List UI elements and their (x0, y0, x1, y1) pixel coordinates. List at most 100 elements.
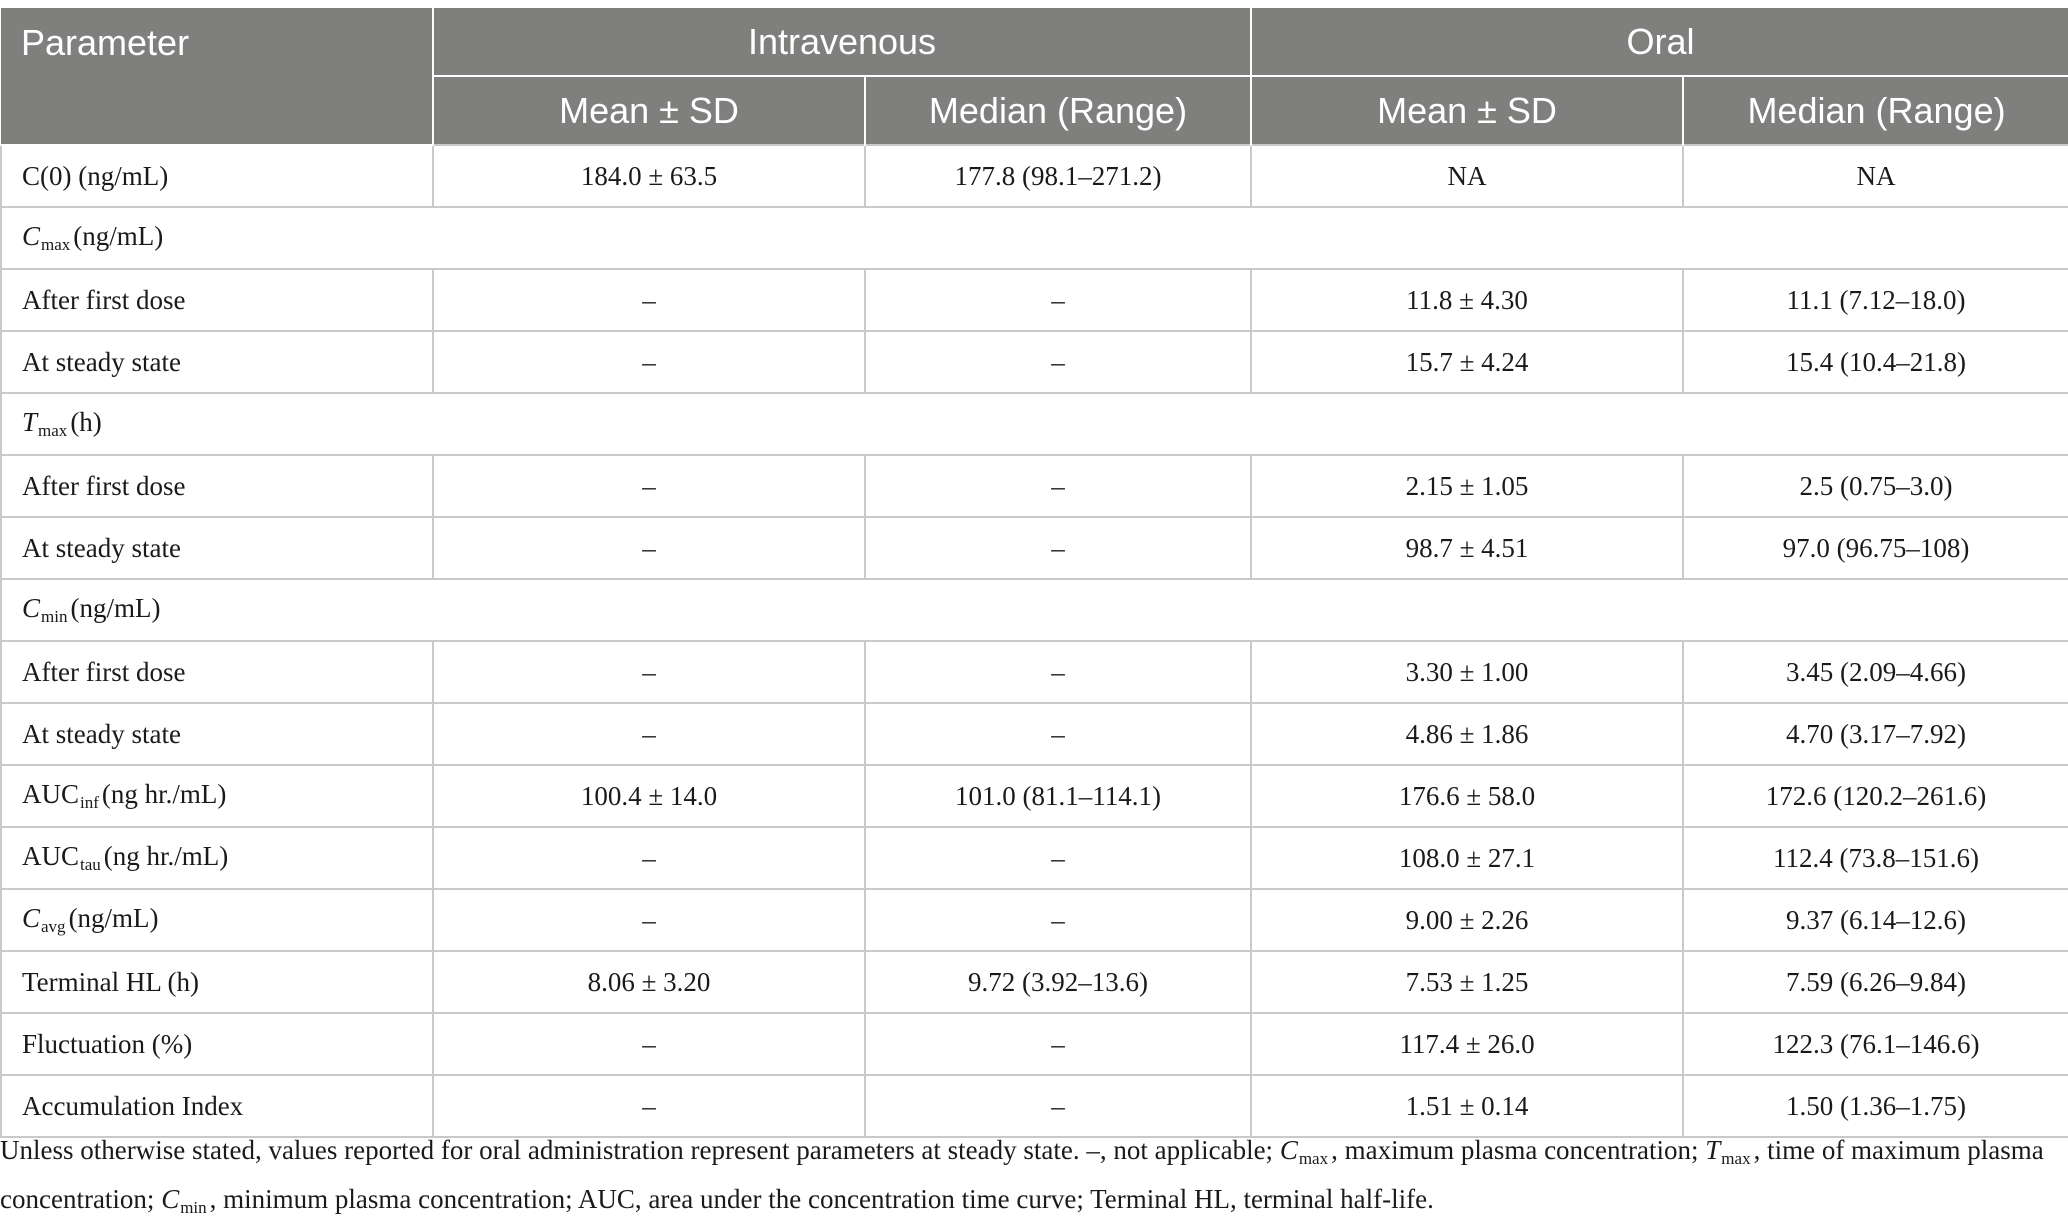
cell-iv-median: – (864, 268, 1252, 332)
cell-iv-median: – (864, 640, 1252, 704)
header-iv-mean: Mean ± SD (432, 76, 865, 145)
header-row-groups: Parameter Intravenous Oral (1, 8, 2068, 146)
header-intravenous: Intravenous (432, 8, 1251, 77)
group-unit: (ng/mL) (73, 221, 164, 251)
cell-iv-mean: – (432, 268, 866, 332)
group-row: Cmin (ng/mL) (0, 578, 2068, 642)
cell-oral-mean: 2.15 ± 1.05 (1250, 454, 1684, 518)
cell-oral-mean: 7.53 ± 1.25 (1250, 950, 1684, 1014)
cell-iv-mean: – (432, 1074, 866, 1138)
cell-oral-mean: 15.7 ± 4.24 (1250, 330, 1684, 394)
cell-iv-median: – (864, 826, 1252, 890)
cell-iv-mean: 100.4 ± 14.0 (432, 764, 866, 828)
label-unit: (ng hr./mL) (103, 841, 229, 871)
header-row-stats: Mean ± SD Median (Range) Mean ± SD Media… (1, 76, 2068, 145)
cell-oral-median: 3.45 (2.09–4.66) (1681, 640, 2068, 704)
group-unit: (ng/mL) (70, 593, 161, 623)
cell-iv-mean: – (432, 1012, 866, 1076)
group-row: Tmax (h) (0, 392, 2068, 456)
table-footnote: Unless otherwise stated, values reported… (0, 1130, 2050, 1228)
row-label: Accumulation Index (0, 1074, 434, 1138)
cell-oral-median: 112.4 (73.8–151.6) (1681, 826, 2068, 890)
group-label: Tmax (h) (0, 392, 2068, 456)
label-unit: (ng hr./mL) (101, 779, 227, 809)
pharmacokinetic-table: Parameter Intravenous Oral Mean ± SD Med… (0, 8, 2068, 1138)
cell-oral-mean: 1.51 ± 0.14 (1250, 1074, 1684, 1138)
row-label: Cavg (ng/mL) (0, 888, 434, 952)
cell-iv-median: 177.8 (98.1–271.2) (864, 144, 1252, 208)
cell-oral-median: 122.3 (76.1–146.6) (1681, 1012, 2068, 1076)
label-subscript: tau (80, 855, 101, 874)
row-label: After first dose (0, 454, 434, 518)
cell-iv-mean: – (432, 888, 866, 952)
cell-iv-median: – (864, 1012, 1252, 1076)
table-row: After first dose – – 11.8 ± 4.30 11.1 (7… (0, 268, 2068, 332)
footnote-cmax-subscript: max (1298, 1149, 1329, 1168)
table-row: After first dose – – 3.30 ± 1.00 3.45 (2… (0, 640, 2068, 704)
table-row: Terminal HL (h) 8.06 ± 3.20 9.72 (3.92–1… (0, 950, 2068, 1014)
footnote-cmin: C (161, 1184, 180, 1214)
footnote-cmax: C (1279, 1135, 1298, 1165)
cell-oral-median: 2.5 (0.75–3.0) (1681, 454, 2068, 518)
cell-oral-median: 97.0 (96.75–108) (1681, 516, 2068, 580)
row-label: At steady state (0, 702, 434, 766)
label-main: AUC (22, 779, 80, 809)
header-iv-median: Median (Range) (864, 76, 1251, 145)
cell-iv-mean: 8.06 ± 3.20 (432, 950, 866, 1014)
footnote-text-1: Unless otherwise stated, values reported… (0, 1135, 1280, 1165)
row-label: Fluctuation (%) (0, 1012, 434, 1076)
pk-table-container: Parameter Intravenous Oral Mean ± SD Med… (0, 8, 2068, 1138)
group-symbol: C (22, 593, 41, 623)
header-oral-mean: Mean ± SD (1250, 76, 1683, 145)
group-symbol: T (22, 407, 38, 437)
footnote-tmax-subscript: max (1721, 1149, 1751, 1168)
label-unit: (ng/mL) (68, 903, 159, 933)
group-subscript: min (41, 607, 68, 626)
cell-oral-mean: 4.86 ± 1.86 (1250, 702, 1684, 766)
cell-iv-mean: – (432, 702, 866, 766)
row-label: C(0) (ng/mL) (0, 144, 434, 208)
table-row: Cavg (ng/mL) – – 9.00 ± 2.26 9.37 (6.14–1… (0, 888, 2068, 952)
table-row: After first dose – – 2.15 ± 1.05 2.5 (0.… (0, 454, 2068, 518)
cell-iv-median: – (864, 1074, 1252, 1138)
label-main: AUC (22, 841, 80, 871)
cell-oral-median: 4.70 (3.17–7.92) (1681, 702, 2068, 766)
header-oral-median: Median (Range) (1681, 76, 2068, 145)
group-label: Cmax (ng/mL) (0, 206, 2068, 270)
cell-oral-mean: 9.00 ± 2.26 (1250, 888, 1684, 952)
row-label: AUCinf (ng hr./mL) (0, 764, 434, 828)
cell-oral-median: 7.59 (6.26–9.84) (1681, 950, 2068, 1014)
footnote-text-3: , time of maximum plasma concentration; (0, 1135, 2044, 1214)
row-label: AUCtau (ng hr./mL) (0, 826, 434, 890)
footnote-tmax: T (1705, 1135, 1721, 1165)
cell-iv-median: – (864, 454, 1252, 518)
cell-iv-median: – (864, 516, 1252, 580)
cell-oral-median: 172.6 (120.2–261.6) (1681, 764, 2068, 828)
cell-iv-median: – (864, 330, 1252, 394)
table-row: C(0) (ng/mL) 184.0 ± 63.5 177.8 (98.1–27… (0, 144, 2068, 208)
footnote-cmin-subscript: min (180, 1198, 207, 1217)
label-subscript: inf (80, 793, 99, 812)
footnote-text-4: , minimum plasma concentration; AUC, are… (209, 1184, 1434, 1214)
header-oral: Oral (1249, 8, 2068, 77)
cell-oral-median: 15.4 (10.4–21.8) (1681, 330, 2068, 394)
table-row: At steady state – – 15.7 ± 4.24 15.4 (10… (0, 330, 2068, 394)
cell-oral-mean: 117.4 ± 26.0 (1250, 1012, 1684, 1076)
table-row: At steady state – – 98.7 ± 4.51 97.0 (96… (0, 516, 2068, 580)
cell-oral-mean: 98.7 ± 4.51 (1250, 516, 1684, 580)
label-subscript: avg (41, 917, 66, 936)
row-label: At steady state (0, 516, 434, 580)
cell-oral-mean: 3.30 ± 1.00 (1250, 640, 1684, 704)
cell-oral-mean: 176.6 ± 58.0 (1250, 764, 1684, 828)
cell-iv-median: – (864, 702, 1252, 766)
table-row: AUCtau (ng hr./mL) – – 108.0 ± 27.1 112.4… (0, 826, 2068, 890)
row-label: Terminal HL (h) (0, 950, 434, 1014)
table-row: Fluctuation (%) – – 117.4 ± 26.0 122.3 (… (0, 1012, 2068, 1076)
group-symbol: C (22, 221, 41, 251)
cell-oral-mean: 11.8 ± 4.30 (1250, 268, 1684, 332)
group-subscript: max (38, 421, 68, 440)
row-label: After first dose (0, 640, 434, 704)
footnote-text-2: , maximum plasma concentration; (1331, 1135, 1706, 1165)
table-row: AUCinf (ng hr./mL) 100.4 ± 14.0 101.0 (81… (0, 764, 2068, 828)
cell-oral-mean: NA (1250, 144, 1684, 208)
